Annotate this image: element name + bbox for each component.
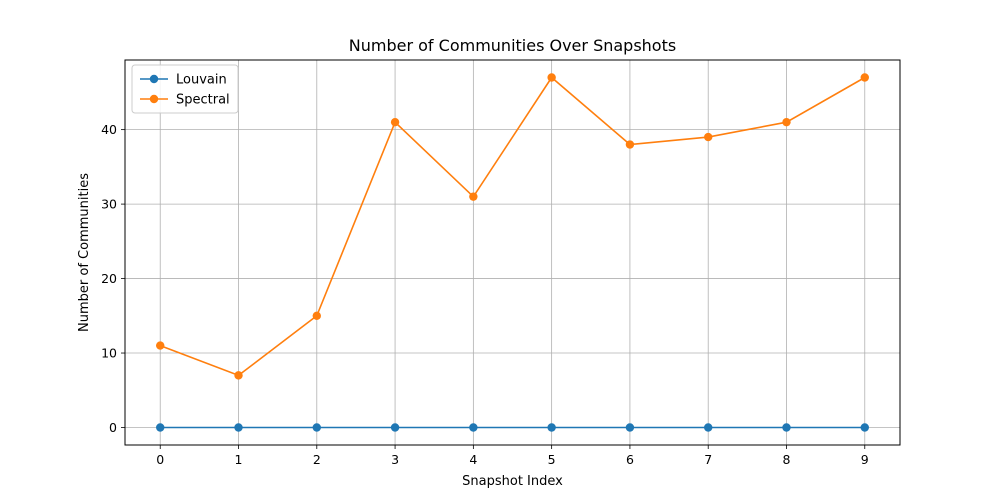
x-tick-label: 7 <box>704 452 712 467</box>
legend-label-louvain: Louvain <box>176 73 227 88</box>
x-tick-label: 1 <box>235 452 243 467</box>
y-axis-label: Number of Communities <box>77 173 92 332</box>
data-point-louvain <box>390 423 400 432</box>
data-point-louvain <box>156 423 165 432</box>
data-point-louvain <box>312 423 321 432</box>
series-line-spectral <box>159 76 866 377</box>
data-point-louvain <box>234 423 243 432</box>
x-tick-label: 2 <box>313 452 321 467</box>
data-point-spectral <box>547 73 556 82</box>
data-point-spectral <box>469 192 478 201</box>
data-point-louvain <box>704 423 713 432</box>
data-point-spectral <box>234 371 243 380</box>
data-point-louvain <box>860 423 869 432</box>
x-tick-label: 6 <box>626 452 634 467</box>
series-layer <box>156 73 869 432</box>
x-tick-label: 8 <box>783 452 791 467</box>
chart-title: Number of Communities Over Snapshots <box>349 36 676 55</box>
x-tick-label: 3 <box>391 452 399 467</box>
x-tick-label: 5 <box>548 452 556 467</box>
data-point-louvain <box>625 423 635 432</box>
legend: Louvain Spectral <box>131 64 239 114</box>
data-point-spectral <box>390 117 400 127</box>
x-tick-label: 9 <box>861 452 869 467</box>
data-point-louvain <box>782 423 791 432</box>
legend-marker-louvain <box>149 74 159 84</box>
y-tick-label: 40 <box>101 122 117 137</box>
plot-frame <box>124 59 901 446</box>
legend-box <box>131 64 239 114</box>
data-point-spectral <box>782 117 791 127</box>
legend-marker-spectral <box>149 94 159 104</box>
data-point-spectral <box>156 341 165 350</box>
data-point-louvain <box>469 423 478 432</box>
tick-layer: 0 1 2 3 4 5 6 7 8 9 0 10 20 30 40 <box>101 122 869 467</box>
y-tick-label: 20 <box>101 271 117 286</box>
legend-label-spectral: Spectral <box>176 93 230 108</box>
data-point-spectral <box>625 140 635 149</box>
data-point-spectral <box>312 311 321 320</box>
y-tick-label: 30 <box>101 197 117 212</box>
x-tick-label: 4 <box>469 452 477 467</box>
y-tick-label: 10 <box>101 346 117 361</box>
y-tick-label: 0 <box>109 420 117 435</box>
data-point-spectral <box>704 132 713 142</box>
x-tick-label: 0 <box>156 452 164 467</box>
data-point-spectral <box>860 73 869 82</box>
x-axis-label: Snapshot Index <box>462 474 563 489</box>
data-point-louvain <box>547 423 556 432</box>
